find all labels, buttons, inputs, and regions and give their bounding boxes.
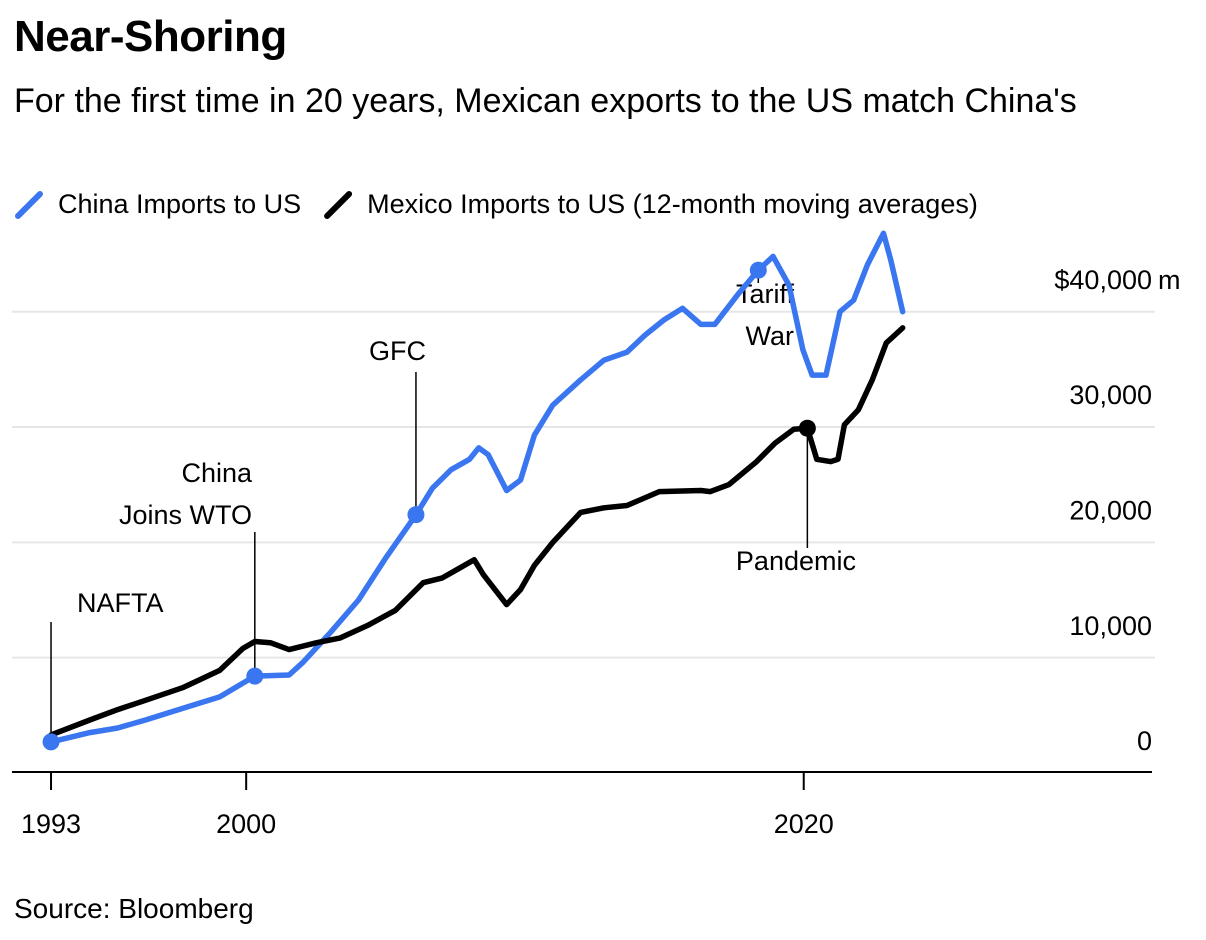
y-tick-label: 30,000: [1069, 380, 1152, 410]
x-tick-label: 2020: [774, 809, 834, 839]
annotation: Joins WTO: [119, 500, 252, 530]
y-tick-label: $40,000: [1054, 265, 1152, 295]
annotation: GFC: [369, 336, 426, 366]
y-tick-label: 20,000: [1069, 495, 1152, 525]
chart-title: Near-Shoring: [14, 12, 287, 61]
legend-swatch: [15, 191, 43, 219]
annotation: Pandemic: [736, 546, 856, 576]
y-tick-label: 0: [1137, 726, 1152, 756]
x-tick-label: 2000: [216, 809, 276, 839]
chart-subtitle: For the first time in 20 years, Mexican …: [14, 82, 1077, 120]
event-marker: [42, 733, 60, 751]
event-marker: [407, 506, 425, 524]
event-marker: [749, 261, 767, 279]
annotation: War: [746, 321, 795, 351]
event-marker: [246, 667, 264, 685]
legend-label: China Imports to US: [58, 189, 301, 219]
y-unit: m: [1158, 265, 1181, 295]
x-tick-label: 1993: [21, 809, 81, 839]
legend-swatch: [324, 191, 353, 219]
annotation: China: [181, 458, 253, 488]
event-marker: [798, 419, 816, 437]
series-line: [48, 325, 906, 738]
series-line: [48, 230, 906, 745]
y-tick-label: 10,000: [1069, 611, 1152, 641]
legend-label: Mexico Imports to US (12-month moving av…: [367, 189, 978, 219]
annotation: NAFTA: [77, 588, 164, 618]
source-note: Source: Bloomberg: [14, 893, 254, 924]
